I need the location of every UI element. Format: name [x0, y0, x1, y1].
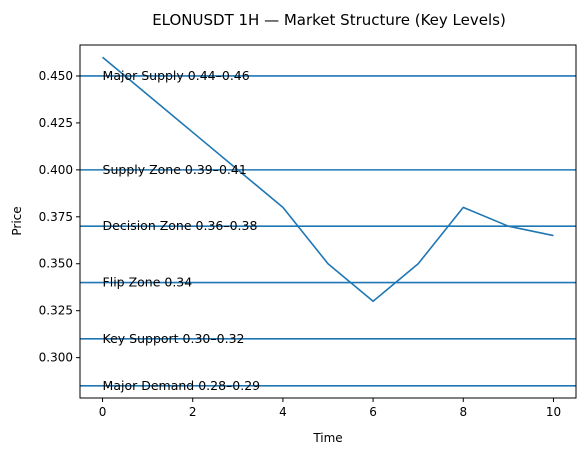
- series-line-0: [102, 56, 554, 303]
- level-label-4: Key Support 0.30–0.32: [103, 331, 245, 346]
- x-tick-label-2: 4: [279, 405, 287, 419]
- y-tick-label-2: 0.350: [39, 257, 73, 271]
- level-label-2: Decision Zone 0.36–0.38: [103, 218, 258, 233]
- key-levels: [80, 75, 576, 387]
- y-tick-label-1: 0.325: [39, 304, 73, 318]
- plot-frame: [79, 44, 577, 399]
- y-tick-label-0: 0.300: [39, 351, 73, 365]
- x-tick-label-5: 10: [546, 405, 561, 419]
- y-tick-label-6: 0.450: [39, 69, 73, 83]
- level-label-0: Major Supply 0.44–0.46: [103, 68, 250, 83]
- y-tick-label-4: 0.400: [39, 163, 73, 177]
- level-label-3: Flip Zone 0.34: [103, 275, 193, 290]
- x-axis-label: Time: [312, 431, 342, 445]
- x-tick-label-0: 0: [99, 405, 107, 419]
- y-tick-label-5: 0.425: [39, 116, 73, 130]
- chart-title: ELONUSDT 1H — Market Structure (Key Leve…: [152, 11, 506, 29]
- level-label-1: Supply Zone 0.39–0.41: [103, 162, 247, 177]
- x-tick-label-4: 8: [459, 405, 467, 419]
- price-series: [102, 56, 554, 303]
- x-tick-label-3: 6: [369, 405, 377, 419]
- level-label-5: Major Demand 0.28–0.29: [103, 378, 261, 393]
- x-tick-label-1: 2: [189, 405, 197, 419]
- key-level-labels: Major Supply 0.44–0.46 Supply Zone 0.39–0…: [103, 68, 261, 393]
- y-tick-label-3: 0.375: [39, 210, 73, 224]
- x-axis-ticks: 0 2 4 6 8 10: [99, 398, 561, 419]
- y-axis-ticks: 0.300 0.325 0.350 0.375 0.400 0.425 0.450: [39, 69, 80, 365]
- y-axis-label: Price: [10, 206, 24, 235]
